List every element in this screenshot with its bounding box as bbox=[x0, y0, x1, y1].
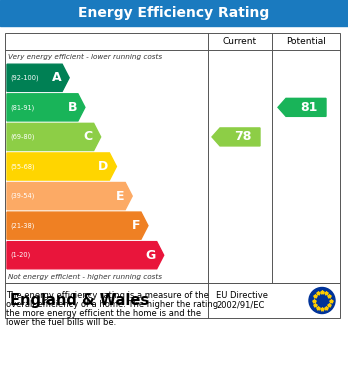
Text: F: F bbox=[132, 219, 140, 232]
Text: C: C bbox=[84, 131, 93, 143]
Circle shape bbox=[309, 287, 335, 314]
Text: Current: Current bbox=[223, 37, 257, 46]
Text: (55-68): (55-68) bbox=[10, 163, 34, 170]
Polygon shape bbox=[278, 99, 326, 117]
Polygon shape bbox=[7, 94, 85, 121]
Text: E: E bbox=[116, 190, 124, 203]
Bar bbox=[5, 283, 340, 318]
Text: A: A bbox=[52, 71, 61, 84]
Text: G: G bbox=[145, 249, 156, 262]
Bar bbox=[5, 33, 340, 283]
Polygon shape bbox=[7, 183, 132, 210]
Text: (1-20): (1-20) bbox=[10, 252, 30, 258]
Text: (81-91): (81-91) bbox=[10, 104, 34, 111]
Text: (92-100): (92-100) bbox=[10, 75, 39, 81]
Text: (69-80): (69-80) bbox=[10, 134, 34, 140]
Text: (21-38): (21-38) bbox=[10, 222, 34, 229]
Bar bbox=[0, 0, 348, 26]
Text: Very energy efficient - lower running costs: Very energy efficient - lower running co… bbox=[8, 54, 162, 59]
Text: The energy efficiency rating is a measure of the: The energy efficiency rating is a measur… bbox=[6, 291, 209, 300]
Text: Not energy efficient - higher running costs: Not energy efficient - higher running co… bbox=[8, 273, 162, 280]
Text: (39-54): (39-54) bbox=[10, 193, 34, 199]
Text: B: B bbox=[68, 101, 77, 114]
Text: Energy Efficiency Rating: Energy Efficiency Rating bbox=[78, 6, 270, 20]
Polygon shape bbox=[212, 128, 260, 146]
Text: lower the fuel bills will be.: lower the fuel bills will be. bbox=[6, 318, 116, 327]
Polygon shape bbox=[7, 123, 101, 151]
Text: EU Directive: EU Directive bbox=[216, 291, 268, 300]
Text: D: D bbox=[98, 160, 109, 173]
Polygon shape bbox=[7, 64, 69, 91]
Text: the more energy efficient the home is and the: the more energy efficient the home is an… bbox=[6, 309, 201, 318]
Polygon shape bbox=[7, 242, 164, 269]
Text: Potential: Potential bbox=[286, 37, 326, 46]
Polygon shape bbox=[7, 153, 117, 180]
Text: England & Wales: England & Wales bbox=[10, 293, 149, 308]
Text: 78: 78 bbox=[234, 131, 252, 143]
Text: overall efficiency of a home. The higher the rating: overall efficiency of a home. The higher… bbox=[6, 300, 218, 309]
Polygon shape bbox=[7, 212, 148, 239]
Text: 2002/91/EC: 2002/91/EC bbox=[216, 301, 264, 310]
Text: 81: 81 bbox=[300, 101, 318, 114]
